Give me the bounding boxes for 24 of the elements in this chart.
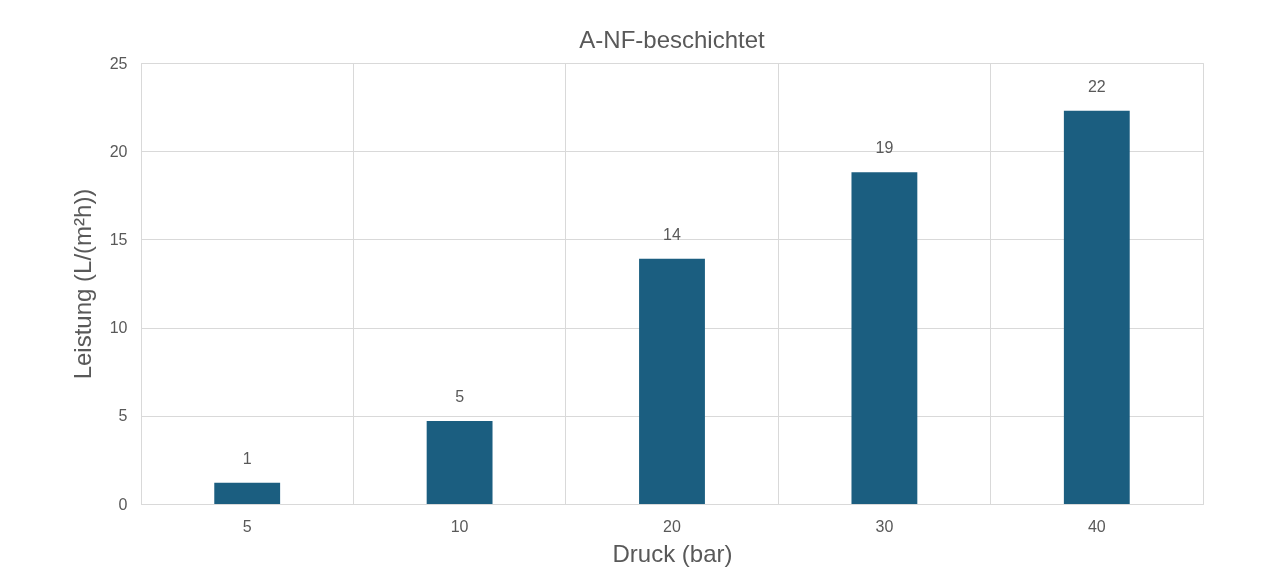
y-tick-label: 10	[109, 319, 128, 337]
x-axis-title: Druck (bar)	[612, 539, 733, 567]
data-label: 5	[455, 388, 465, 406]
bar	[426, 421, 493, 504]
data-label: 1	[242, 449, 252, 467]
data-label: 22	[1087, 77, 1106, 95]
data-label: 14	[663, 225, 681, 243]
x-tick-label: 30	[875, 517, 894, 535]
y-tick-label: 20	[109, 142, 128, 160]
bar	[639, 258, 705, 504]
bar	[214, 482, 281, 504]
y-tick-label: 5	[118, 407, 128, 425]
y-tick-label: 25	[109, 54, 128, 72]
x-tick-label: 5	[242, 517, 252, 535]
bar	[1063, 110, 1130, 504]
y-axis-title: Leistung (L/(m²h))	[68, 188, 96, 380]
y-tick-label: 15	[109, 230, 128, 248]
x-tick-label: 40	[1087, 517, 1106, 535]
x-tick-label: 10	[450, 517, 469, 535]
x-tick-label: 20	[663, 517, 681, 535]
y-tick-label: 0	[118, 495, 128, 513]
chart-title: A-NF-beschichtet	[579, 26, 766, 53]
bar	[851, 172, 918, 504]
data-label: 19	[875, 139, 894, 157]
